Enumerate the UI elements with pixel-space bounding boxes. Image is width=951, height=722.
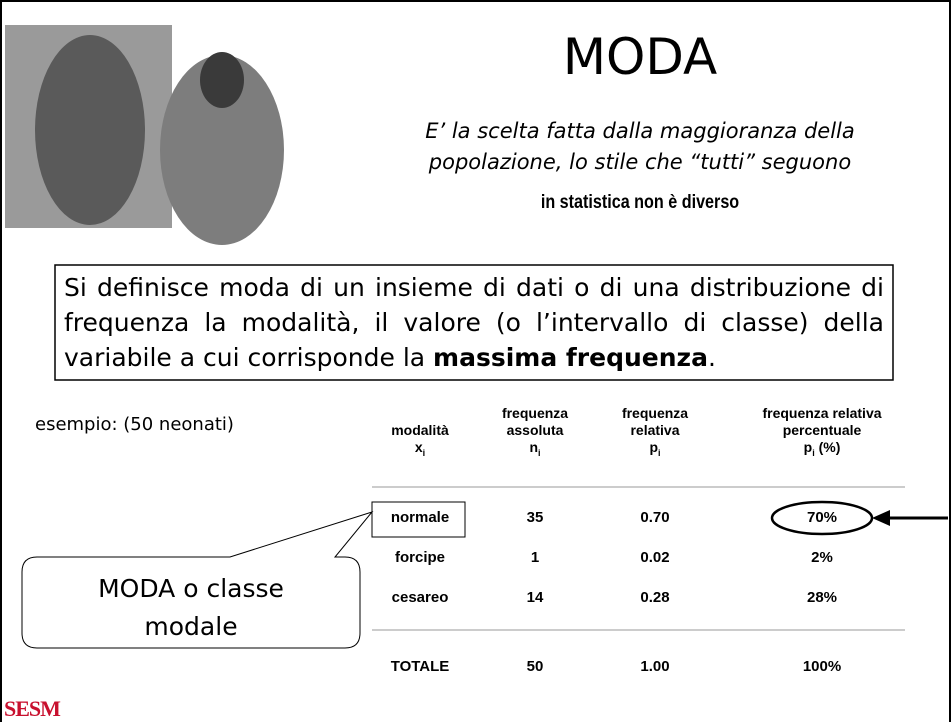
table-cell: forcipe: [394, 549, 445, 566]
column-header: modalità xi: [335, 422, 505, 462]
table-cell: 1: [530, 549, 540, 566]
subscript: i: [812, 448, 815, 458]
tagline: in statistica non è diverso: [540, 192, 740, 213]
example-label: esempio: (50 neonati): [35, 414, 234, 435]
header-symbol: pi: [570, 439, 740, 462]
table-cell: 14: [526, 589, 544, 606]
table-cell: 0.28: [640, 589, 670, 606]
symbol: x: [414, 439, 423, 456]
title: MODA: [562, 28, 718, 86]
suffix: (%): [818, 439, 841, 456]
header-line: frequenza relativa: [762, 405, 882, 422]
arrow-head: [872, 510, 890, 526]
subscript: i: [422, 448, 426, 458]
subtitle-line: popolazione, lo stile che “tutti” seguon…: [428, 150, 852, 174]
header-symbol: pi (%): [737, 439, 907, 462]
table-cell: 70%: [806, 509, 838, 526]
photo-woman-figure: [35, 35, 145, 225]
header-symbol: ni: [450, 439, 620, 462]
column-header: frequenza relativa pi: [570, 405, 740, 462]
header-line: percentuale: [782, 422, 862, 439]
definition: Si definisce moda di un insieme di dati …: [64, 270, 884, 375]
callout-line: modale: [144, 612, 238, 641]
header-line: relativa: [630, 422, 680, 439]
definition-bold: massima frequenza: [433, 343, 708, 372]
symbol: p: [649, 439, 659, 456]
table-cell: 35: [526, 509, 544, 526]
table-cell: 0.70: [640, 509, 670, 526]
header-symbol: xi: [335, 439, 505, 462]
header-line: assoluta: [506, 422, 564, 439]
definition-end: .: [707, 343, 716, 372]
total-cell: 1.00: [640, 658, 670, 675]
table-cell: 28%: [806, 589, 838, 606]
total-cell: 100%: [802, 658, 842, 675]
table-cell: 2%: [811, 549, 833, 566]
symbol: p: [803, 439, 813, 456]
total-cell: 50: [526, 658, 544, 675]
logo: SESM: [4, 696, 61, 721]
photo-man-head: [200, 52, 244, 108]
callout-shape: [21, 511, 374, 649]
subscript: i: [658, 448, 661, 458]
mode-box: [371, 501, 466, 538]
header-line: frequenza: [501, 405, 569, 422]
definition-box: [54, 264, 894, 381]
subscript: i: [538, 448, 541, 458]
definition-text: Si definisce moda di un insieme di dati …: [64, 273, 884, 372]
table-cell: 0.02: [640, 549, 670, 566]
callout-line: MODA o classe: [98, 574, 284, 603]
symbol: n: [529, 439, 539, 456]
subtitle-line: E’ la scelta fatta dalla maggioranza del…: [425, 119, 855, 143]
column-header: frequenza assoluta ni: [450, 405, 620, 462]
subtitle: E’ la scelta fatta dalla maggioranza del…: [340, 116, 940, 178]
header-line: modalità: [391, 422, 449, 439]
column-header: frequenza relativa percentuale pi (%): [737, 405, 907, 462]
total-cell: TOTALE: [390, 658, 450, 675]
header-line: frequenza: [621, 405, 689, 422]
table-cell: cesareo: [391, 589, 449, 606]
table-cell: normale: [390, 509, 450, 526]
callout: MODA o classe modale: [22, 570, 360, 646]
photo-man: [160, 55, 284, 245]
